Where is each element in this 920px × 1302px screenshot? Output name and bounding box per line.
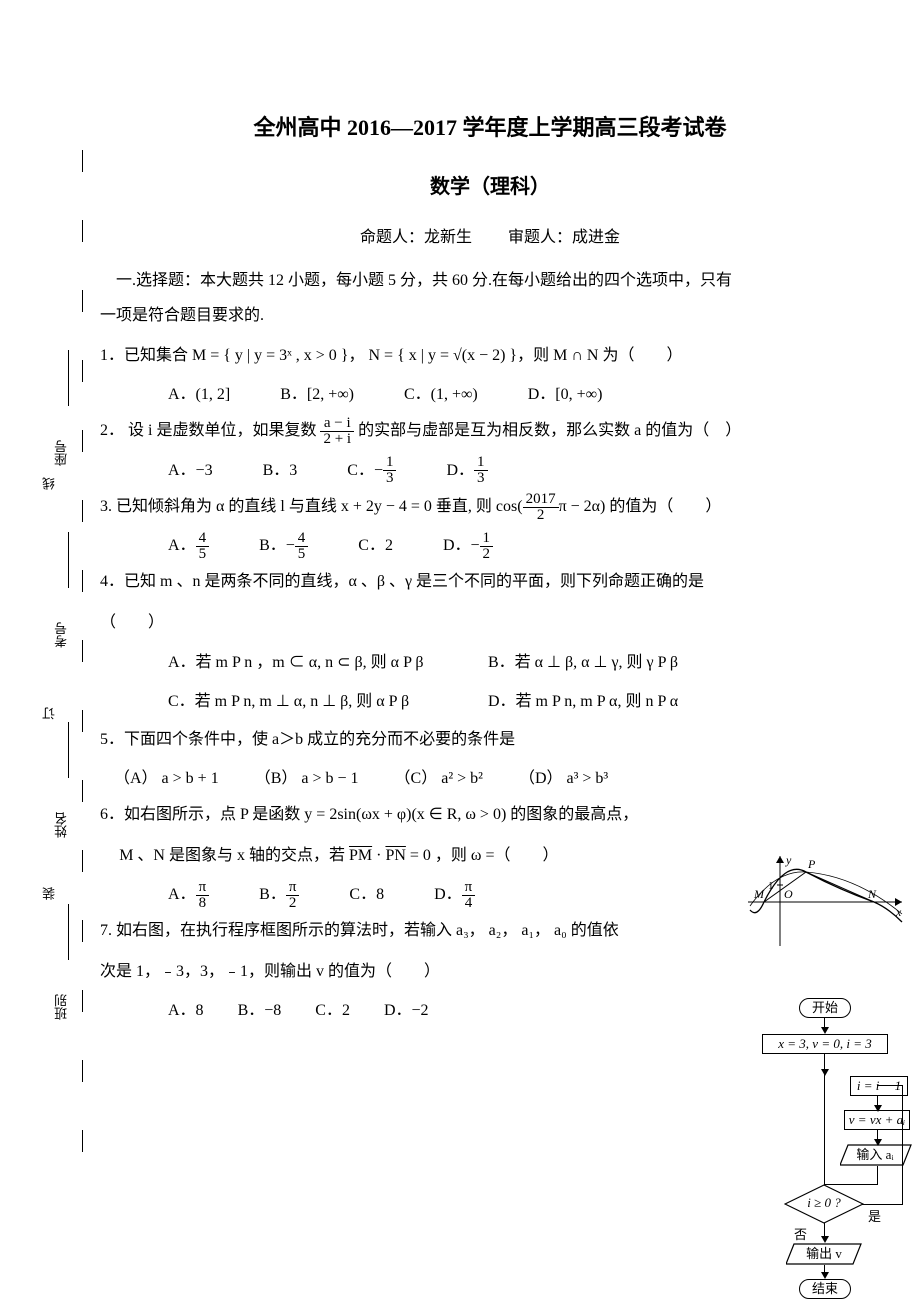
q5-opt-c: （C） a² > b² <box>395 761 483 796</box>
sidebar-line-name <box>68 722 69 778</box>
q6-opt-d: D．π4 <box>434 877 475 912</box>
q4-opt-d: D．若 m P n, m P α, 则 n P α <box>488 683 808 721</box>
q5-stem: 5．下面四个条件中，使 a＞b 成立的充分而不必要的条件是 <box>100 721 880 759</box>
flow-no-label: 否 <box>794 1224 807 1243</box>
binding-marker-xian: 线 <box>40 470 59 490</box>
q5-options: （A） a > b + 1 （B） a > b − 1 （C） a² > b² … <box>114 761 880 796</box>
binding-marker-ding: 订 <box>40 700 59 720</box>
q6-stem-1: 6．如右图所示，点 P 是函数 y = 2sin(ωx + φ)(x ∈ R, … <box>100 796 720 834</box>
q6-stem-2: M 、N 是图象与 x 轴的交点，若 PM · PN = 0 ，则 ω =（ ） <box>100 837 720 875</box>
q7-stem-1: 7. 如右图，在执行程序框图所示的算法时，若输入 a₃， a₂， a₁， a₀ … <box>100 912 720 950</box>
q4-opt-c: C．若 m P n, m ⊥ α, n ⊥ β, 则 α P β <box>168 683 488 721</box>
author-reviewer: 审题人：成进金 <box>508 229 620 246</box>
q5-opt-b: （B） a > b − 1 <box>255 761 359 796</box>
q1-opt-c: C．(1, +∞) <box>404 377 478 412</box>
sidebar-label-class: 班别 <box>52 970 71 1020</box>
q6-opt-c: C．8 <box>349 877 384 912</box>
q1-opt-b: B．[2, +∞) <box>280 377 354 412</box>
binding-margin: 班别 姓名 考号 座号 装 订 线 <box>38 140 66 1180</box>
flow-start: 开始 <box>799 998 851 1018</box>
q3-opt-d: D．−12 <box>443 528 493 563</box>
q2-opt-c: C．−13 <box>347 453 396 488</box>
q4-stem-1: 4．已知 m 、n 是两条不同的直线，α 、β 、γ 是三个不同的平面，则下列命… <box>100 563 880 601</box>
q4-opt-a: A．若 m P n ，m ⊂ α, n ⊂ β, 则 α P β <box>168 644 488 682</box>
flow-yes-label: 是 <box>868 1206 881 1225</box>
q5-opt-d: （D） a³ > b³ <box>519 761 608 796</box>
flow-step-v: v = vx + aᵢ <box>844 1110 910 1130</box>
q3-opt-a: A．45 <box>168 528 209 563</box>
q7-stem-2: 次是 1，﹣3，3，﹣1，则输出 v 的值为（ ） <box>100 953 720 991</box>
q1-opt-a: A．(1, 2] <box>168 377 230 412</box>
q6-opt-b: B．π2 <box>259 877 299 912</box>
q7-opt-a: A．8 <box>168 993 204 1028</box>
sidebar-label-name: 姓名 <box>52 788 71 838</box>
q4-opt-b: B．若 α ⊥ β, α ⊥ γ, 则 γ P β <box>488 644 808 682</box>
q2-options: A．−3 B．3 C．−13 D．13 <box>168 453 880 488</box>
flow-init: x = 3, v = 0, i = 3 <box>762 1034 888 1054</box>
q3-options: A．45 B．−45 C．2 D．−12 <box>168 528 880 563</box>
sidebar-line-class <box>68 904 69 960</box>
q1-stem: 1．已知集合 M = { y | y = 3ˣ , x > 0 }， N = {… <box>100 337 880 375</box>
q4-stem-2: （ ） <box>100 604 880 642</box>
q3-stem: 3. 已知倾斜角为 α 的直线 l 与直线 x + 2y − 4 = 0 垂直,… <box>100 488 880 526</box>
sidebar-label-seat-no: 座号 <box>52 416 71 466</box>
svg-text:M: M <box>753 887 765 901</box>
sidebar-line-exam-no <box>68 532 69 588</box>
sidebar-label-exam-no: 考号 <box>52 598 71 648</box>
author-line: 命题人：龙新生 审题人：成进金 <box>100 223 880 247</box>
section-instruction-2: 一项是符合题目要求的. <box>100 302 880 331</box>
q1-options: A．(1, 2] B．[2, +∞) C．(1, +∞) D．[0, +∞) <box>168 377 880 412</box>
flow-end: 结束 <box>799 1279 851 1299</box>
svg-text:N: N <box>867 887 877 901</box>
svg-text:y: y <box>785 853 792 867</box>
flow-output: 输出 v <box>794 1245 854 1263</box>
q5-opt-a: （A） a > b + 1 <box>114 761 219 796</box>
svg-text:P: P <box>807 857 816 871</box>
q1-opt-d: D．[0, +∞) <box>528 377 603 412</box>
title-main: 全州高中 2016—2017 学年度上学期高三段考试卷 <box>100 110 880 142</box>
svg-text:1: 1 <box>768 880 774 892</box>
q3-opt-b: B．−45 <box>259 528 308 563</box>
section-instruction-1: 一.选择题：本大题共 12 小题，每小题 5 分，共 60 分.在每小题给出的四… <box>100 267 880 296</box>
q6-opt-a: A．π8 <box>168 877 209 912</box>
flow-cond: i ≥ 0 ? <box>798 1195 850 1211</box>
figure-flowchart: 开始 x = 3, v = 0, i = 3 i = i − 1 v = vx … <box>744 998 910 1292</box>
binding-marker-zhuang: 装 <box>40 880 59 900</box>
title-sub: 数学（理科） <box>100 170 880 199</box>
q7-opt-c: C．2 <box>315 993 350 1028</box>
q2-opt-b: B．3 <box>263 453 298 488</box>
q7-opt-b: B．−8 <box>238 993 282 1028</box>
q3-opt-c: C．2 <box>358 528 393 563</box>
svg-text:O: O <box>784 887 793 901</box>
flow-step-i: i = i − 1 <box>850 1076 908 1096</box>
figure-sine: y x O M N P 1 <box>746 852 906 950</box>
q2-opt-d: D．13 <box>446 453 487 488</box>
sidebar-line-seat-no <box>68 350 69 406</box>
q4-options: A．若 m P n ，m ⊂ α, n ⊂ β, 则 α P β B．若 α ⊥… <box>168 644 880 721</box>
author-setter: 命题人：龙新生 <box>360 229 472 246</box>
q2-opt-a: A．−3 <box>168 453 213 488</box>
flow-input: 输入 aᵢ <box>844 1146 906 1164</box>
q2-stem: 2． 设 i 是虚数单位，如果复数 a − i2 + i 的实部与虚部是互为相反… <box>100 412 880 450</box>
q7-opt-d: D．−2 <box>384 993 429 1028</box>
svg-text:x: x <box>895 905 902 919</box>
